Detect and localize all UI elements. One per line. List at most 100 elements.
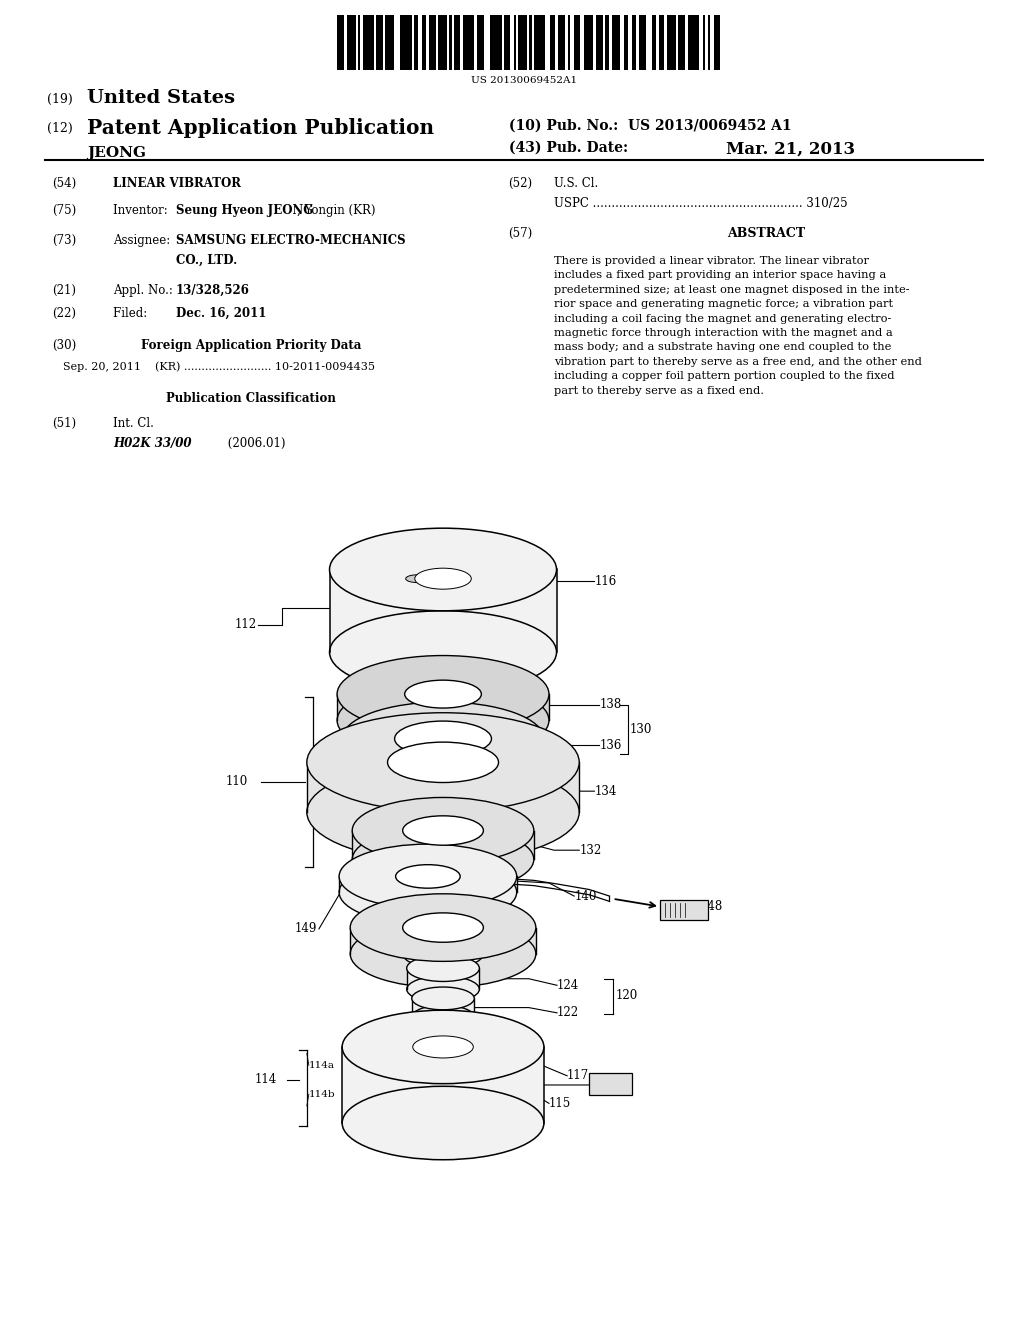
Text: 114b: 114b [309, 1090, 336, 1098]
Ellipse shape [415, 568, 471, 589]
Polygon shape [350, 928, 402, 954]
Polygon shape [407, 969, 479, 989]
Text: Patent Application Publication: Patent Application Publication [87, 119, 434, 139]
Bar [408, 15, 412, 70]
Bar [678, 15, 685, 70]
Text: USPC ........................................................ 310/25: USPC ...................................… [554, 197, 848, 210]
Text: 140: 140 [574, 890, 597, 903]
Text: (21): (21) [52, 284, 77, 297]
Text: (22): (22) [52, 308, 77, 321]
Bar [450, 15, 452, 70]
Bar [454, 15, 461, 70]
Bar [591, 15, 593, 70]
Bar [469, 15, 474, 70]
Bar [385, 15, 391, 70]
Polygon shape [460, 876, 517, 892]
Bar [624, 15, 629, 70]
Bar [688, 15, 692, 70]
Bar [438, 15, 442, 70]
Polygon shape [590, 1073, 632, 1096]
Bar [651, 15, 656, 70]
Ellipse shape [307, 713, 580, 812]
Text: (30): (30) [52, 339, 77, 351]
Bar [632, 15, 636, 70]
Text: 114: 114 [254, 1073, 276, 1086]
Bar [551, 15, 555, 70]
Polygon shape [412, 998, 474, 1016]
Ellipse shape [342, 702, 544, 775]
Text: (10) Pub. No.:  US 2013/0069452 A1: (10) Pub. No.: US 2013/0069452 A1 [509, 119, 792, 132]
Text: (19): (19) [46, 94, 73, 107]
Ellipse shape [330, 528, 556, 611]
Bar [497, 15, 502, 70]
Text: 136: 136 [599, 739, 622, 752]
Bar [504, 15, 510, 70]
Text: Mar. 21, 2013: Mar. 21, 2013 [726, 140, 855, 157]
Ellipse shape [402, 939, 483, 969]
Bar [541, 15, 545, 70]
Text: 138: 138 [599, 698, 622, 711]
Bar [709, 15, 711, 70]
Bar [644, 15, 646, 70]
Ellipse shape [413, 1036, 473, 1057]
Text: U.S. Cl.: U.S. Cl. [554, 177, 598, 190]
Ellipse shape [368, 1019, 519, 1074]
Text: CO., LTD.: CO., LTD. [176, 253, 237, 267]
Text: SAMSUNG ELECTRO-MECHANICS: SAMSUNG ELECTRO-MECHANICS [176, 234, 406, 247]
Ellipse shape [337, 681, 549, 759]
Text: Int. Cl.: Int. Cl. [113, 417, 154, 430]
Ellipse shape [404, 706, 481, 734]
Ellipse shape [350, 920, 536, 987]
Bar [716, 15, 721, 70]
Polygon shape [481, 694, 549, 721]
Bar [616, 15, 621, 70]
Bar [692, 15, 699, 70]
Ellipse shape [342, 1086, 544, 1160]
Polygon shape [342, 739, 394, 755]
Polygon shape [659, 900, 709, 920]
Text: Publication Classification: Publication Classification [167, 392, 336, 405]
Bar [520, 15, 527, 70]
Ellipse shape [407, 956, 479, 982]
Polygon shape [492, 739, 544, 755]
Ellipse shape [352, 797, 534, 863]
Bar [584, 15, 591, 70]
Bar [442, 15, 447, 70]
Text: Inventor:: Inventor: [113, 203, 175, 216]
Text: Appl. No.:: Appl. No.: [113, 284, 180, 297]
Text: 114a: 114a [309, 1061, 335, 1069]
Text: (54): (54) [52, 177, 77, 190]
Polygon shape [352, 830, 402, 859]
Ellipse shape [402, 816, 483, 845]
Bar [667, 15, 672, 70]
Text: (57): (57) [509, 227, 532, 240]
Text: 147: 147 [504, 939, 526, 952]
Text: 116: 116 [594, 574, 616, 587]
Polygon shape [499, 763, 580, 812]
Ellipse shape [339, 843, 517, 908]
Ellipse shape [339, 859, 517, 924]
Bar [434, 15, 436, 70]
Text: LINEAR VIBRATOR: LINEAR VIBRATOR [113, 177, 241, 190]
Ellipse shape [406, 574, 430, 582]
Text: Dec. 16, 2011: Dec. 16, 2011 [176, 308, 266, 321]
Polygon shape [330, 569, 556, 652]
Text: Filed:: Filed: [113, 308, 170, 321]
Ellipse shape [387, 742, 499, 783]
Text: United States: United States [87, 90, 234, 107]
Bar [391, 15, 394, 70]
Bar [605, 15, 609, 70]
Ellipse shape [407, 975, 479, 1002]
Bar [349, 15, 356, 70]
Bar [518, 15, 520, 70]
Ellipse shape [342, 718, 544, 791]
Text: Sep. 20, 2011    (KR) ......................... 10-2011-0094435: Sep. 20, 2011 (KR) .....................… [62, 360, 375, 371]
Ellipse shape [412, 1006, 474, 1028]
Bar [529, 15, 531, 70]
Text: 134: 134 [594, 784, 616, 797]
Text: (52): (52) [509, 177, 532, 190]
Bar [558, 15, 562, 70]
Text: (73): (73) [52, 234, 77, 247]
Ellipse shape [402, 913, 483, 942]
Bar [596, 15, 603, 70]
